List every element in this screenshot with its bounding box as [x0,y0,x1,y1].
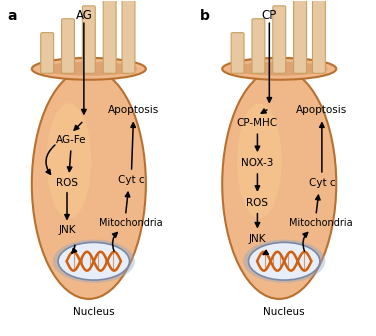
Ellipse shape [32,69,146,299]
FancyArrowPatch shape [320,123,324,172]
Text: ROS: ROS [56,178,78,188]
Ellipse shape [40,62,137,76]
Text: Mitochondria: Mitochondria [99,217,162,227]
FancyArrowPatch shape [267,23,271,102]
FancyArrowPatch shape [72,245,77,253]
Ellipse shape [237,103,282,218]
Text: AG: AG [76,9,92,22]
Ellipse shape [243,240,325,283]
Text: Cyt c: Cyt c [309,178,335,188]
FancyArrowPatch shape [65,193,69,219]
FancyBboxPatch shape [82,6,95,73]
Ellipse shape [47,103,91,218]
FancyArrowPatch shape [112,233,117,251]
Ellipse shape [53,240,135,283]
FancyBboxPatch shape [312,0,325,73]
FancyBboxPatch shape [231,33,244,73]
Text: JNK: JNK [58,225,76,236]
Text: CP-MHC: CP-MHC [237,118,278,128]
FancyArrowPatch shape [131,123,135,169]
Ellipse shape [249,242,320,280]
FancyArrowPatch shape [82,23,86,114]
Text: Apoptosis: Apoptosis [296,106,347,116]
FancyArrowPatch shape [255,174,260,190]
Text: b: b [200,9,210,23]
FancyArrowPatch shape [255,213,260,227]
Ellipse shape [32,58,146,80]
FancyArrowPatch shape [255,134,260,151]
FancyBboxPatch shape [62,19,74,73]
Ellipse shape [231,62,328,76]
FancyArrowPatch shape [125,192,130,213]
Text: Cyt c: Cyt c [118,175,145,185]
Text: ROS: ROS [246,198,268,208]
Text: NOX-3: NOX-3 [241,158,274,168]
FancyArrowPatch shape [263,250,268,254]
Text: Nucleus: Nucleus [73,307,115,317]
Ellipse shape [58,242,129,280]
Text: AG-Fe: AG-Fe [56,135,86,145]
FancyBboxPatch shape [252,19,265,73]
FancyBboxPatch shape [41,33,54,73]
FancyArrowPatch shape [46,145,55,174]
FancyArrowPatch shape [74,122,82,130]
Text: JNK: JNK [249,235,266,244]
Text: Mitochondria: Mitochondria [289,217,353,227]
FancyArrowPatch shape [67,151,72,171]
FancyBboxPatch shape [103,0,116,73]
FancyArrowPatch shape [261,109,267,113]
FancyBboxPatch shape [273,6,286,73]
Text: CP: CP [262,9,277,22]
Text: a: a [8,9,17,23]
FancyArrowPatch shape [303,233,308,251]
FancyArrowPatch shape [315,195,320,213]
Text: Apoptosis: Apoptosis [108,106,159,116]
FancyBboxPatch shape [294,0,306,73]
Ellipse shape [222,69,336,299]
Text: Nucleus: Nucleus [263,307,305,317]
Ellipse shape [222,58,336,80]
FancyBboxPatch shape [122,0,135,73]
